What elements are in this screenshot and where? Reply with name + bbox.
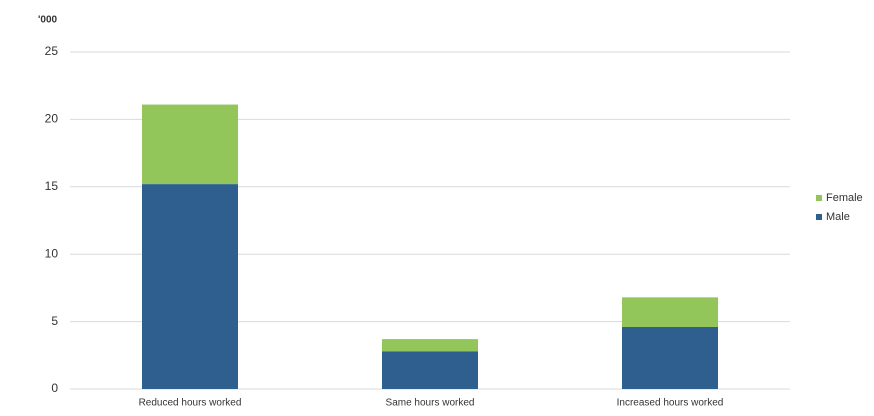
bar-segment bbox=[622, 326, 718, 389]
x-tick-label: Same hours worked bbox=[386, 398, 475, 409]
bar-segment bbox=[382, 351, 478, 389]
y-tick-label: 0 bbox=[51, 381, 58, 395]
legend-label: Female bbox=[826, 192, 863, 204]
y-tick-label: 20 bbox=[45, 112, 59, 126]
x-tick-label: Reduced hours worked bbox=[139, 398, 242, 409]
y-tick-label: 10 bbox=[45, 246, 59, 260]
legend-swatch bbox=[816, 195, 822, 201]
y-tick-label: 25 bbox=[45, 44, 59, 58]
bar-segment bbox=[142, 184, 238, 389]
y-tick-label: 15 bbox=[45, 179, 59, 193]
bar-segment bbox=[622, 297, 718, 327]
legend-swatch bbox=[816, 214, 822, 220]
legend-label: Male bbox=[826, 211, 850, 223]
y-tick-label: 5 bbox=[51, 314, 58, 328]
bar-segment bbox=[142, 104, 238, 185]
bar-segment bbox=[382, 339, 478, 352]
y-axis-label: '000 bbox=[38, 15, 58, 26]
x-tick-label: Increased hours worked bbox=[617, 398, 724, 409]
